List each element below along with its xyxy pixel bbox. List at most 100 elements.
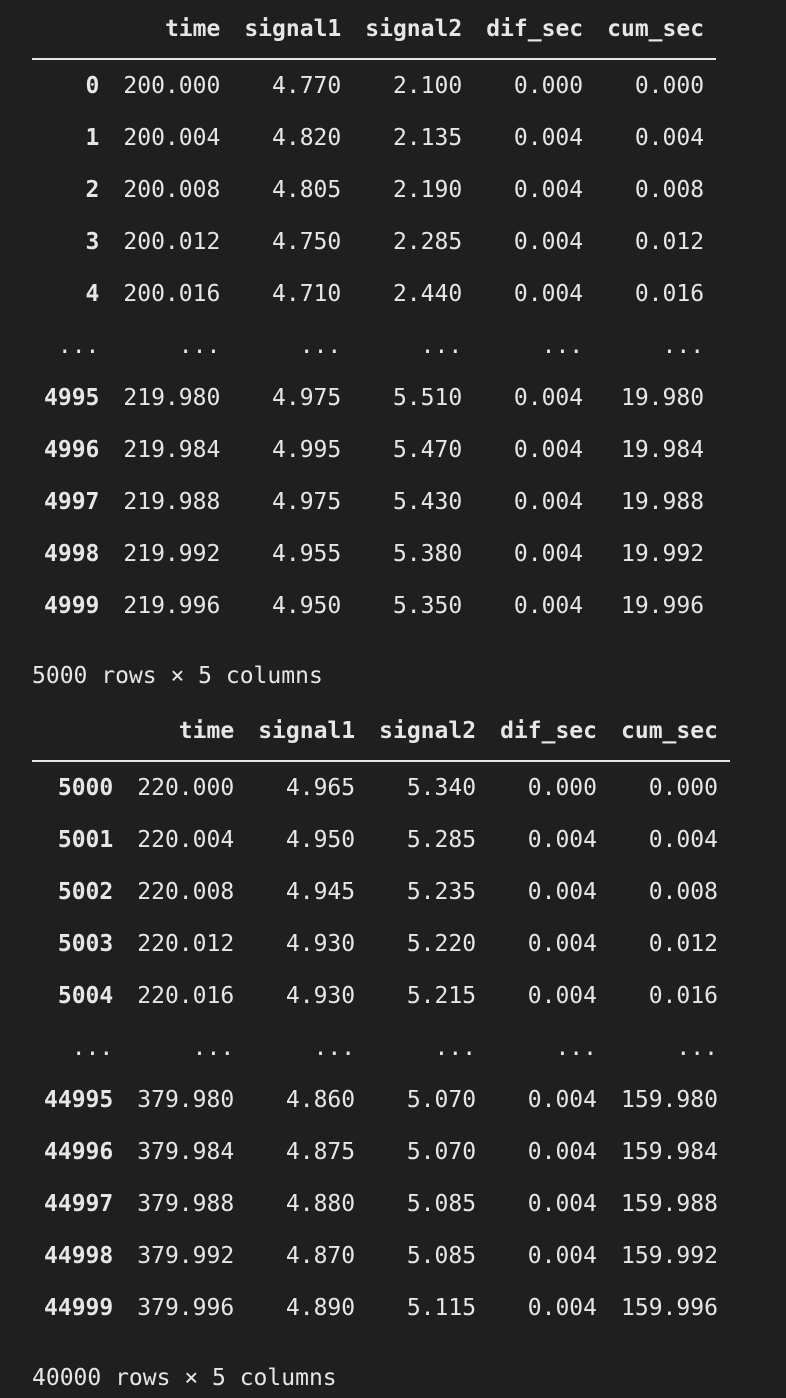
table-header: time signal1 signal2 dif_sec cum_sec xyxy=(32,0,717,60)
table-cell: ... xyxy=(178,333,221,359)
table-row: 5002 220.008 4.945 5.235 0.004 0.008 xyxy=(32,866,730,918)
table-row: 1 200.004 4.820 2.135 0.004 0.004 xyxy=(32,112,716,164)
table-cell: 0.004 xyxy=(513,229,584,255)
table-cell: 19.996 xyxy=(620,593,705,619)
dataframe-table: time signal1 signal2 dif_sec cum_sec 0 200.00… xyxy=(32,0,717,632)
table-cell: 200.000 xyxy=(123,73,221,99)
table-cell: 0.004 xyxy=(513,125,584,151)
table-cell: 4.930 xyxy=(285,983,356,1009)
row-index: 4996 xyxy=(44,437,100,463)
table-row: 5004 220.016 4.930 5.215 0.004 0.016 xyxy=(32,970,730,1022)
table-cell: 379.992 xyxy=(137,1243,235,1269)
table-row: 44996 379.984 4.875 5.070 0.004 159.984 xyxy=(32,1126,730,1178)
table-row: 44998 379.992 4.870 5.085 0.004 159.992 xyxy=(32,1230,730,1282)
table-cell: 159.984 xyxy=(621,1139,718,1165)
table-cell: 379.988 xyxy=(137,1191,235,1217)
table-cell: 0.004 xyxy=(513,385,584,411)
row-index: 5002 xyxy=(57,879,114,905)
table-cell: 5.430 xyxy=(392,489,463,515)
table-cell: 4.995 xyxy=(272,437,342,463)
table-cell: 0.008 xyxy=(634,177,705,203)
table-cell: 0.004 xyxy=(527,1243,597,1269)
table-row: 44995 379.980 4.860 5.070 0.004 159.980 xyxy=(32,1074,730,1126)
table-cell: 0.004 xyxy=(513,489,584,515)
ellipsis-row: .................. xyxy=(32,320,716,372)
table-cell: 4.880 xyxy=(285,1191,356,1217)
row-index: 44997 xyxy=(44,1191,114,1217)
table-row: 3 200.012 4.750 2.285 0.004 0.012 xyxy=(32,216,716,268)
dataframe-output-1: time signal1 signal2 dif_sec cum_sec 0 200.00… xyxy=(32,0,717,696)
table-header: time signal1 signal2 dif_sec cum_sec xyxy=(32,702,730,762)
table-cell: 219.992 xyxy=(123,541,221,567)
table-row: 2 200.008 4.805 2.190 0.004 0.008 xyxy=(32,164,716,216)
table-cell: 200.004 xyxy=(123,125,221,151)
table-cell: 159.992 xyxy=(621,1243,718,1269)
table-cell: ... xyxy=(676,1035,718,1061)
column-header: signal1 xyxy=(246,702,368,762)
ellipsis-row: .................. xyxy=(32,1022,730,1074)
row-index: 3 xyxy=(85,229,100,255)
row-index: 5004 xyxy=(57,983,114,1009)
table-cell: 5.085 xyxy=(406,1191,477,1217)
header-row: time signal1 signal2 dif_sec cum_sec xyxy=(32,702,730,762)
table-cell: 4.965 xyxy=(285,775,356,801)
table-cell: 159.988 xyxy=(621,1191,718,1217)
column-header: dif_sec xyxy=(474,0,596,60)
table-cell: 0.004 xyxy=(527,1295,597,1321)
column-header: cum_sec xyxy=(595,0,717,60)
row-index: 5000 xyxy=(57,775,114,801)
table-cell: 0.004 xyxy=(527,983,597,1009)
table-cell: 200.016 xyxy=(123,281,221,307)
table-cell: 0.004 xyxy=(513,281,584,307)
table-row: 5003 220.012 4.930 5.220 0.004 0.012 xyxy=(32,918,730,970)
table-row: 5000 220.000 4.965 5.340 0.000 0.000 xyxy=(32,761,730,814)
dataframe-table: time signal1 signal2 dif_sec cum_sec 5000 220… xyxy=(32,702,730,1334)
row-index: 4997 xyxy=(44,489,100,515)
table-cell: 0.008 xyxy=(648,879,718,905)
table-cell: 220.012 xyxy=(137,931,235,957)
table-cell: ... xyxy=(313,1035,356,1061)
table-cell: 0.004 xyxy=(527,827,597,853)
table-cell: 4.820 xyxy=(272,125,342,151)
table-cell: 4.950 xyxy=(285,827,356,853)
table-row: 4 200.016 4.710 2.440 0.004 0.016 xyxy=(32,268,716,320)
column-header: signal2 xyxy=(367,702,489,762)
row-index: 44998 xyxy=(44,1243,114,1269)
table-cell: ... xyxy=(299,333,342,359)
row-index: 4 xyxy=(85,281,100,307)
table-cell: 379.984 xyxy=(137,1139,235,1165)
row-index: 5001 xyxy=(57,827,114,853)
table-cell: 4.770 xyxy=(272,73,342,99)
table-cell: ... xyxy=(662,333,705,359)
table-row: 44997 379.988 4.880 5.085 0.004 159.988 xyxy=(32,1178,730,1230)
table-cell: 5.215 xyxy=(406,983,477,1009)
table-cell: ... xyxy=(541,333,584,359)
table-cell: ... xyxy=(192,1035,235,1061)
column-header: time xyxy=(125,702,247,762)
table-cell: 5.235 xyxy=(406,879,477,905)
table-row: 5001 220.004 4.950 5.285 0.004 0.004 xyxy=(32,814,730,866)
column-header: time xyxy=(111,0,233,60)
table-cell: 4.875 xyxy=(285,1139,356,1165)
table-cell: 220.016 xyxy=(137,983,235,1009)
table-cell: 5.380 xyxy=(392,541,463,567)
table-row: 4996 219.984 4.995 5.470 0.004 19.984 xyxy=(32,424,716,476)
table-cell: 5.115 xyxy=(406,1295,477,1321)
table-cell: 19.980 xyxy=(620,385,705,411)
table-cell: 5.350 xyxy=(392,593,463,619)
table-cell: 0.000 xyxy=(648,775,718,801)
row-index: ... xyxy=(57,333,100,359)
column-header: dif_sec xyxy=(488,702,609,762)
table-cell: 4.950 xyxy=(272,593,342,619)
table-cell: 0.004 xyxy=(527,1139,597,1165)
table-cell: 19.988 xyxy=(620,489,705,515)
row-index: 4995 xyxy=(44,385,100,411)
table-cell: 0.004 xyxy=(513,593,584,619)
row-index: 0 xyxy=(85,73,100,99)
table-cell: 4.860 xyxy=(285,1087,356,1113)
table-cell: 159.980 xyxy=(621,1087,718,1113)
column-header: signal1 xyxy=(232,0,354,60)
table-cell: 5.340 xyxy=(406,775,477,801)
row-index: 1 xyxy=(85,125,100,151)
